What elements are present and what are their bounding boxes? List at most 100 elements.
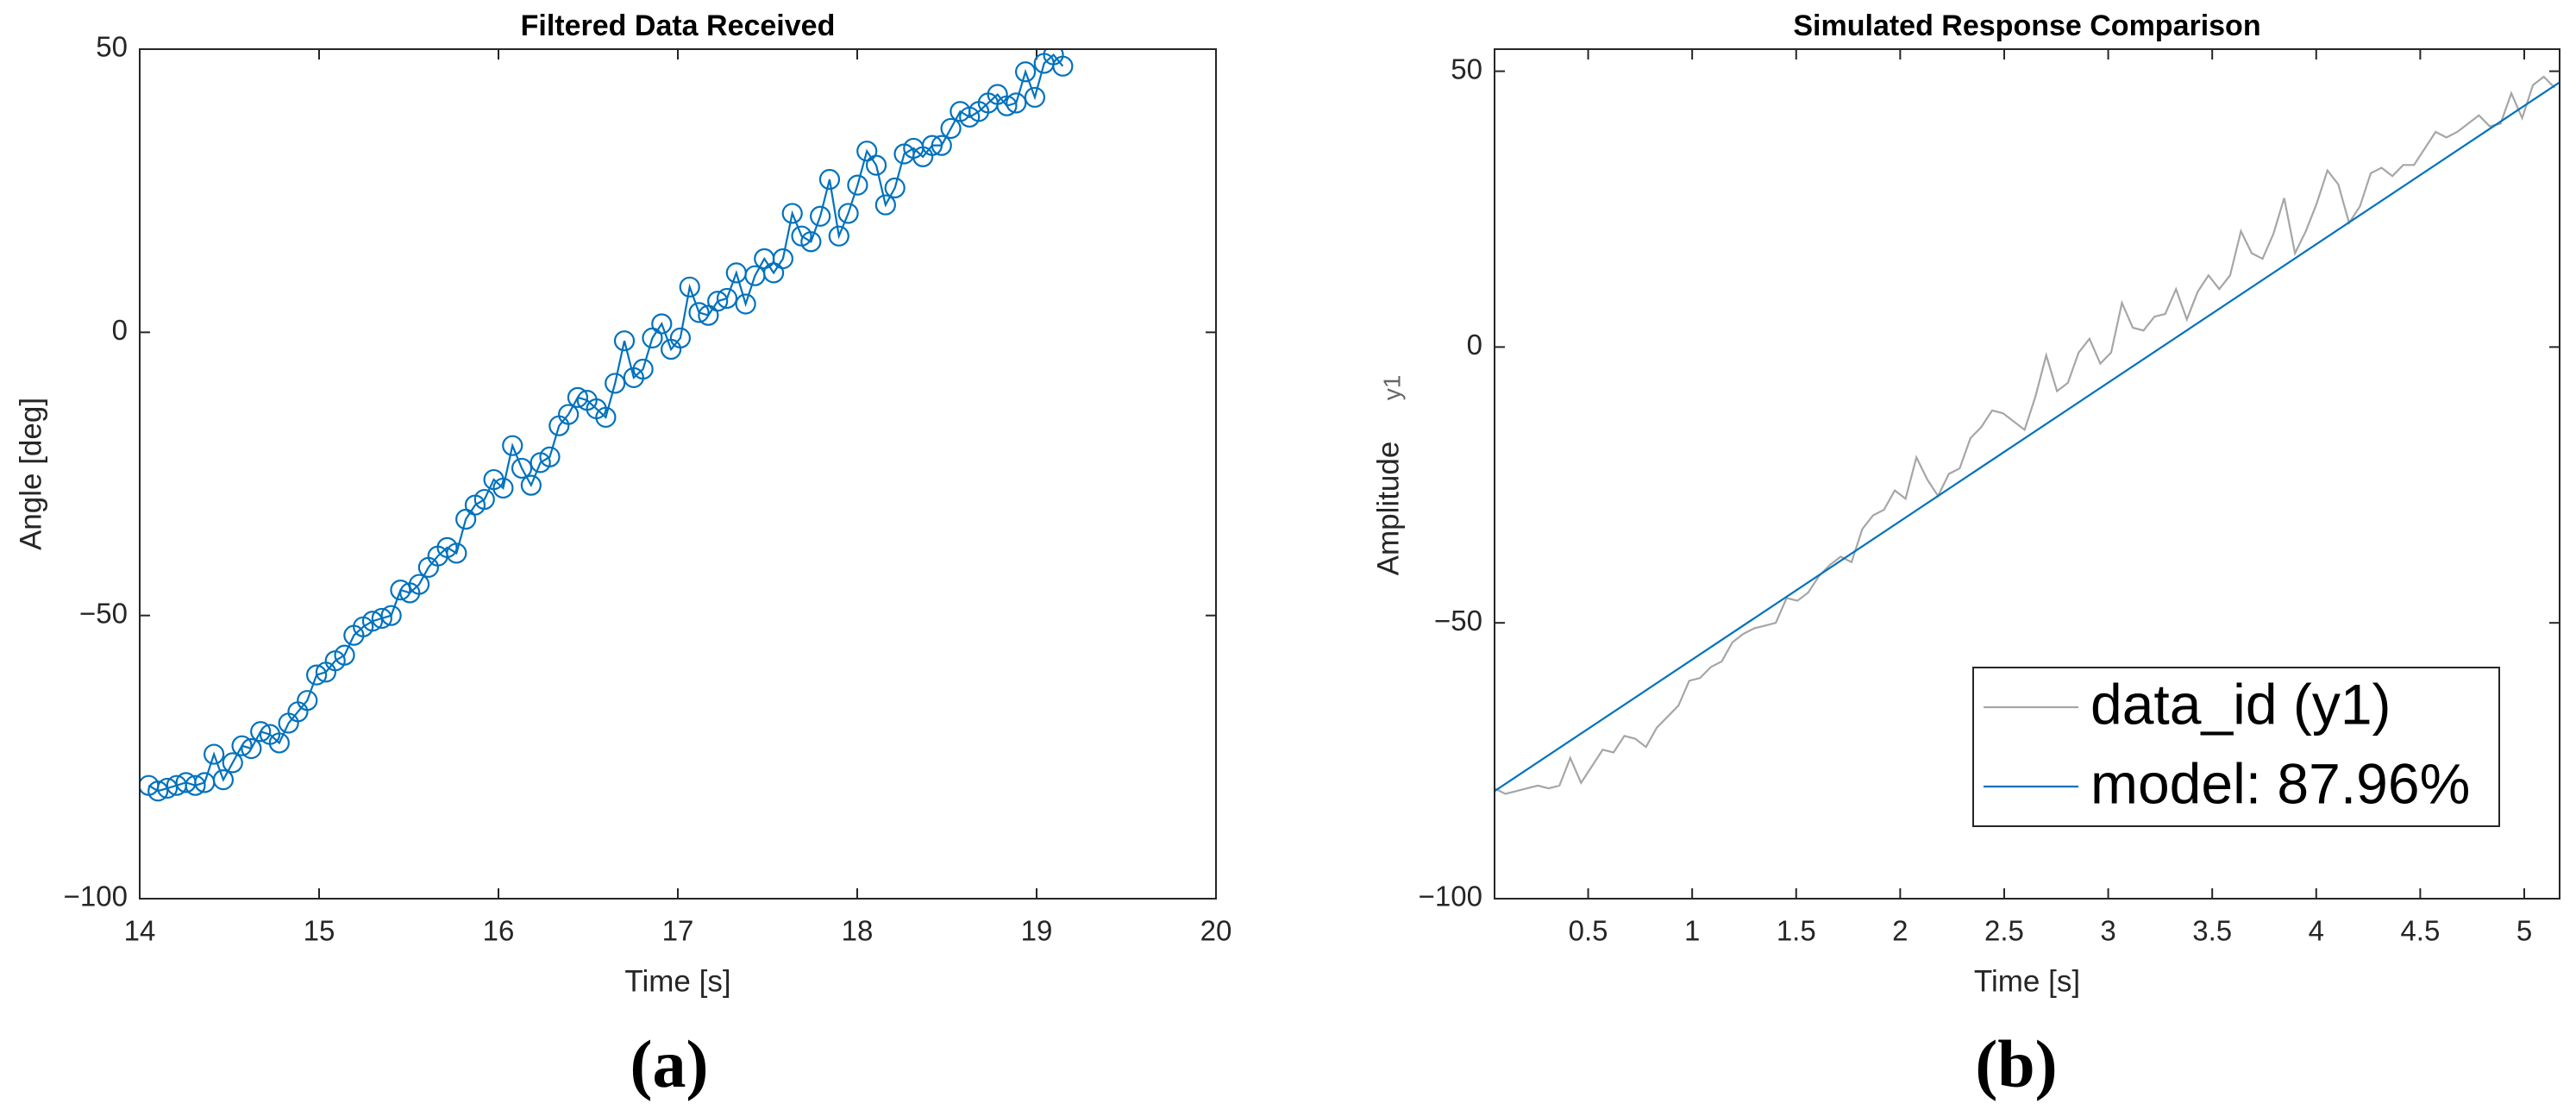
y-tick-label: 0 bbox=[1467, 329, 1482, 361]
x-tick-label: 1 bbox=[1684, 915, 1700, 947]
x-tick-label: 4.5 bbox=[2400, 915, 2440, 947]
x-tick-label: 4 bbox=[2309, 915, 2324, 947]
panel-label: (b) bbox=[1975, 1026, 2057, 1101]
data-point bbox=[558, 404, 580, 425]
chart-title: Simulated Response Comparison bbox=[1793, 9, 2260, 42]
x-tick-label: 2.5 bbox=[1984, 915, 2024, 947]
y-tick-label: −50 bbox=[79, 597, 128, 629]
data-point bbox=[492, 477, 514, 499]
data-point bbox=[1006, 92, 1027, 114]
x-tick-label: 1.5 bbox=[1777, 915, 1816, 947]
data-point bbox=[222, 752, 243, 774]
data-point bbox=[250, 721, 272, 743]
data-point bbox=[735, 293, 756, 315]
legend-label: data_id (y1) bbox=[2090, 672, 2391, 736]
data-point bbox=[940, 117, 962, 140]
x-tick-label: 3.5 bbox=[2192, 915, 2232, 947]
data-point bbox=[874, 194, 896, 216]
data-point bbox=[931, 135, 952, 156]
data-point bbox=[810, 205, 831, 227]
data-point bbox=[613, 330, 636, 352]
x-tick-label: 15 bbox=[304, 915, 335, 947]
data-point bbox=[707, 291, 729, 312]
data-point bbox=[837, 203, 859, 224]
data-layer bbox=[140, 49, 1074, 802]
x-tick-label: 20 bbox=[1200, 915, 1232, 947]
data-point bbox=[147, 781, 169, 802]
data-point bbox=[520, 474, 542, 496]
data-point bbox=[781, 203, 803, 224]
axes-box bbox=[1494, 48, 2560, 900]
data-point bbox=[408, 574, 430, 595]
x-tick-label: 17 bbox=[662, 915, 694, 947]
y-axis-label: Angle [deg] bbox=[14, 398, 47, 550]
x-tick-label: 19 bbox=[1021, 915, 1053, 947]
axes-box bbox=[139, 48, 1217, 900]
data-point bbox=[1052, 55, 1074, 77]
y-axis-label: Amplitude bbox=[1371, 442, 1405, 576]
x-tick-label: 5 bbox=[2516, 915, 2532, 947]
x-axis-label: Time [s] bbox=[624, 964, 730, 998]
x-tick-label: 16 bbox=[483, 915, 515, 947]
data-point bbox=[473, 488, 495, 511]
data-point bbox=[595, 406, 617, 428]
data-point bbox=[204, 743, 225, 765]
data-point bbox=[828, 225, 849, 247]
data-point bbox=[502, 435, 523, 456]
data-point bbox=[185, 774, 206, 796]
data-point bbox=[539, 446, 561, 467]
data-point bbox=[446, 542, 467, 564]
data-point bbox=[305, 664, 328, 686]
legend-label: model: 87.96% bbox=[2090, 751, 2470, 815]
plot-area bbox=[140, 49, 1216, 899]
data-point bbox=[268, 732, 290, 754]
x-axis-label: Time [s] bbox=[1974, 964, 2080, 998]
y-tick-label: −100 bbox=[1419, 881, 1482, 912]
x-tick-label: 18 bbox=[842, 915, 874, 947]
data-point bbox=[567, 386, 589, 408]
data-point bbox=[361, 611, 384, 632]
series-line bbox=[1495, 81, 2560, 793]
data-point bbox=[632, 358, 654, 380]
data-point bbox=[1024, 86, 1046, 108]
x-tick-label: 3 bbox=[2100, 915, 2115, 947]
data-point bbox=[772, 248, 793, 270]
data-point bbox=[1015, 61, 1037, 83]
panel-label: (a) bbox=[630, 1026, 709, 1101]
legend-box bbox=[1972, 667, 2500, 827]
data-point bbox=[921, 135, 943, 156]
data-point bbox=[605, 373, 626, 394]
data-point bbox=[847, 174, 868, 196]
data-point bbox=[716, 287, 738, 310]
data-point bbox=[231, 735, 253, 756]
series-line bbox=[1495, 75, 2555, 795]
data-point bbox=[511, 457, 533, 480]
data-point bbox=[156, 777, 179, 799]
data-point bbox=[380, 605, 402, 626]
data-point bbox=[884, 177, 906, 198]
data-point bbox=[212, 768, 235, 791]
data-point bbox=[651, 313, 673, 335]
y-tick-label: −50 bbox=[1434, 605, 1482, 636]
data-point bbox=[800, 231, 822, 253]
x-tick-label: 0.5 bbox=[1569, 915, 1608, 947]
data-point bbox=[371, 607, 392, 630]
y-tick-label: 50 bbox=[96, 31, 128, 63]
data-point bbox=[390, 580, 411, 601]
legend: data_id (y1) model: 87.96% bbox=[1972, 667, 2500, 827]
data-point bbox=[241, 737, 262, 760]
data-point bbox=[865, 154, 887, 176]
data-point bbox=[334, 644, 355, 666]
data-point bbox=[297, 690, 318, 712]
data-point bbox=[669, 327, 692, 348]
data-point bbox=[818, 168, 841, 191]
data-point bbox=[688, 302, 710, 323]
x-tick-label: 2 bbox=[1892, 915, 1908, 947]
output-name: y1 bbox=[1378, 375, 1405, 401]
data-point bbox=[996, 95, 1018, 116]
y-tick-label: −100 bbox=[64, 881, 128, 912]
axes: Filtered Data Received 14 15 16 17 18 19 20 −100… bbox=[14, 9, 1232, 1101]
axes: Simulated Response Comparison 0.5 1 1.5 2 2.5… bbox=[1371, 9, 2560, 1101]
